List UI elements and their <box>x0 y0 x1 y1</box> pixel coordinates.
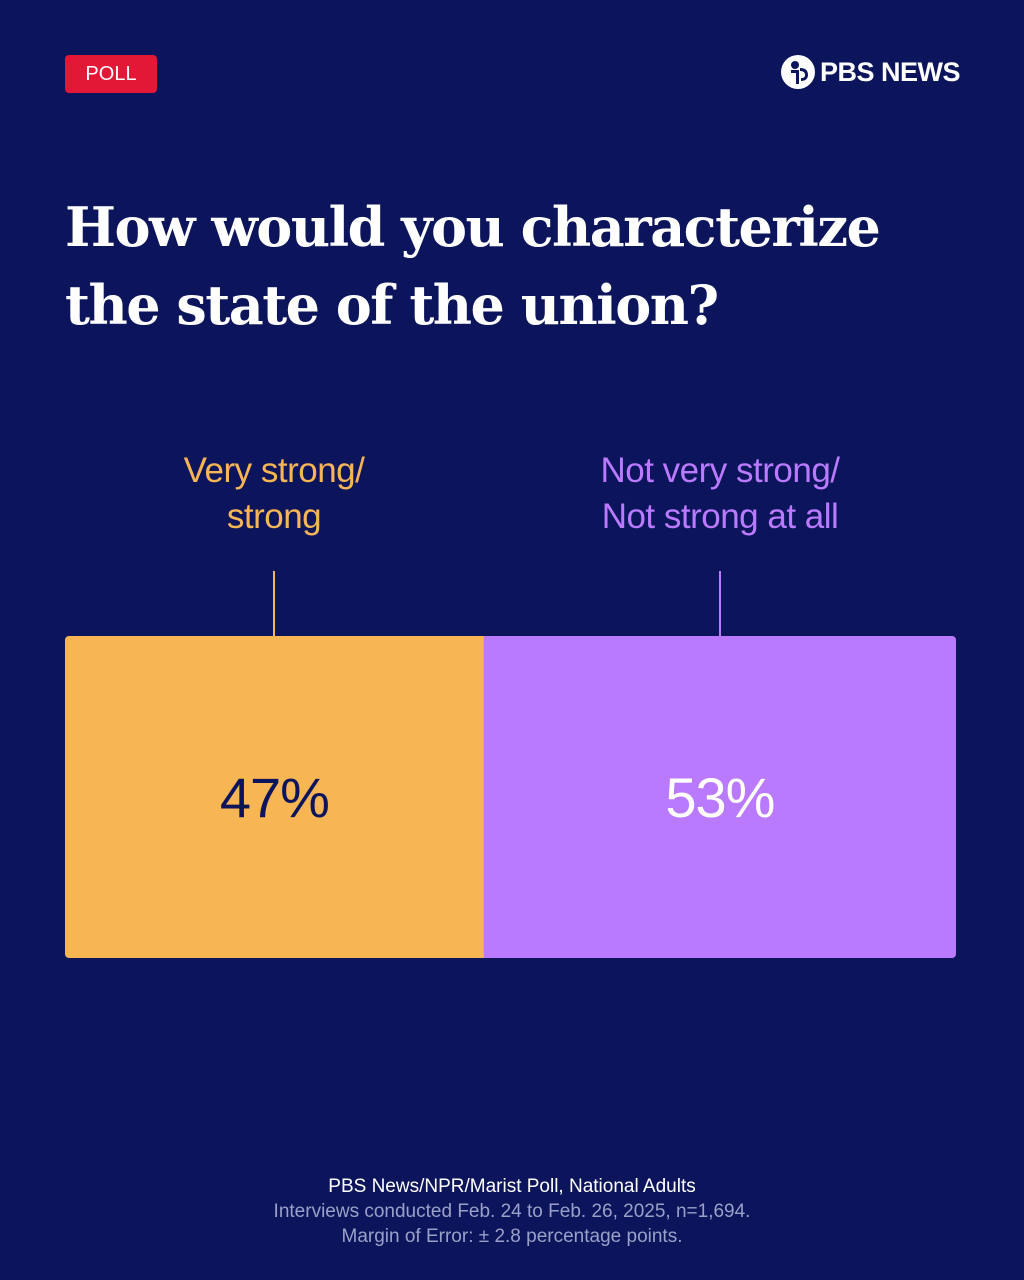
interview-dates-line: Interviews conducted Feb. 24 to Feb. 26,… <box>273 1201 751 1222</box>
bar-segment-very-strong <box>65 636 485 958</box>
chart-title-line-1: How would you characterize <box>65 195 881 259</box>
category-label-not-strong: Not very strong/ Not strong at all <box>540 448 900 540</box>
bar-segment-not-strong <box>483 636 956 958</box>
chart-footer: PBS News/NPR/Marist Poll, National Adult… <box>0 1174 1024 1249</box>
source-line: PBS News/NPR/Marist Poll, National Adult… <box>328 1176 696 1197</box>
chart-title: How would you characterize the state of … <box>65 188 965 344</box>
value-label-not-strong: 53% <box>665 766 774 829</box>
category-label-line: Not very strong/ <box>600 451 840 490</box>
margin-of-error-line: Margin of Error: ± 2.8 percentage points… <box>341 1226 683 1247</box>
poll-badge: POLL <box>65 55 157 93</box>
pbs-news-logo: PBS NEWS <box>780 54 961 90</box>
chart-title-line-2: the state of the union? <box>65 273 719 337</box>
brand-name: PBS NEWS <box>819 56 961 87</box>
category-label-line: Very strong/ <box>183 451 365 490</box>
category-label-very-strong: Very strong/ strong <box>114 448 434 540</box>
value-label-very-strong: 47% <box>220 766 329 829</box>
category-label-line: strong <box>226 497 322 536</box>
leader-line-not-strong <box>718 571 721 636</box>
leader-line-very-strong <box>273 571 276 636</box>
category-label-line: Not strong at all <box>601 497 839 536</box>
pbs-logo-icon <box>780 55 815 89</box>
